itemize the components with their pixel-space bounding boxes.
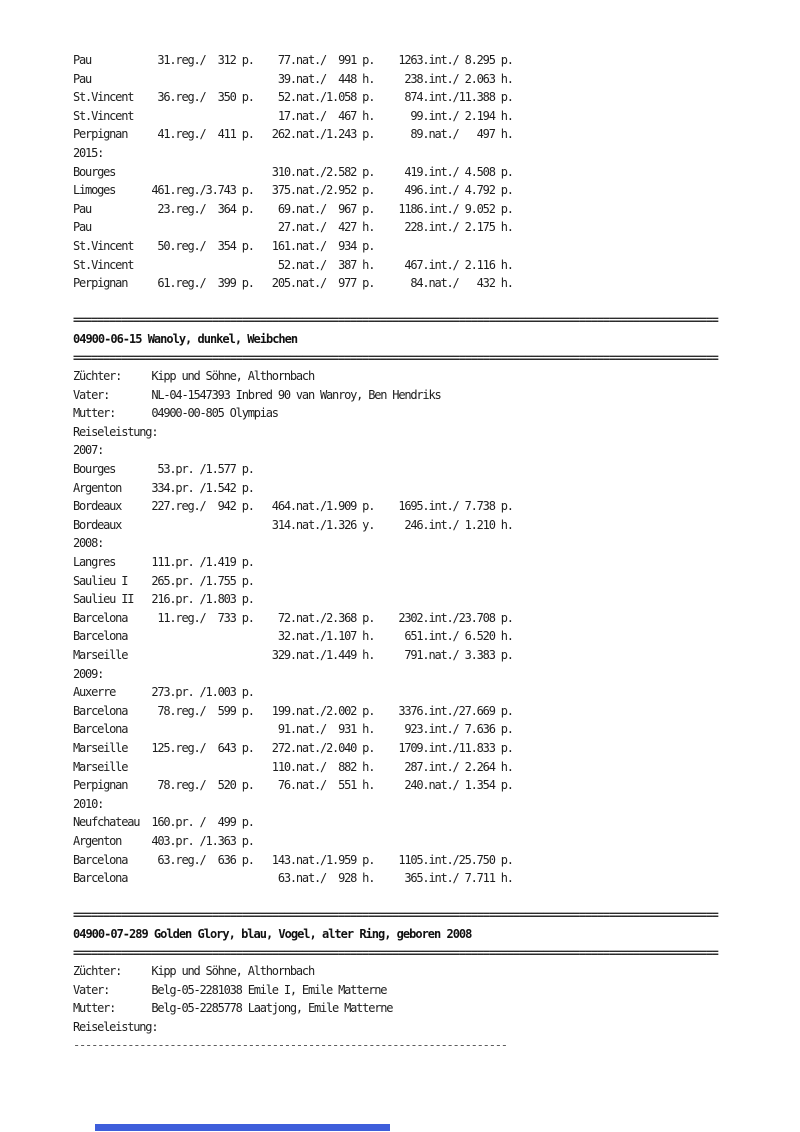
- year-label: 2010:: [73, 796, 104, 811]
- result-row: St.Vincent 52.nat./ 387 h. 467.int./ 2.1…: [73, 257, 514, 272]
- year-label: 2008:: [73, 536, 104, 551]
- result-row: Bourges 310.nat./2.582 p. 419.int./ 4.50…: [73, 164, 514, 179]
- result-row: Argenton 334.pr. /1.542 p.: [73, 480, 255, 495]
- result-row: Marseille 110.nat./ 882 h. 287.int./ 2.2…: [73, 759, 514, 774]
- result-row: Bordeaux 227.reg./ 942 p. 464.nat./1.909…: [73, 499, 514, 514]
- field-line: Züchter: Kipp und Söhne, Althornbach: [73, 369, 315, 384]
- result-row: Barcelona 63.reg./ 636 p. 143.nat./1.959…: [73, 852, 514, 867]
- result-row: Perpignan 61.reg./ 399 p. 205.nat./ 977 …: [73, 276, 514, 291]
- separator-double: ========================================…: [73, 313, 719, 328]
- bottom-blue-bar: [95, 1124, 390, 1131]
- result-row: Perpignan 41.reg./ 411 p. 262.nat./1.243…: [73, 127, 514, 142]
- field-line: Mutter: 04900-00-805 Olympias: [73, 406, 279, 421]
- field-line: Vater: NL-04-1547393 Inbred 90 van Wanro…: [73, 387, 442, 402]
- result-row: Bordeaux 314.nat./1.326 y. 246.int./ 1.2…: [73, 517, 514, 532]
- result-row: Marseille 329.nat./1.449 h. 791.nat./ 3.…: [73, 648, 514, 662]
- text-line: Reiseleistung:: [73, 1019, 159, 1034]
- result-row: Limoges 461.reg./3.743 p. 375.nat./2.952…: [73, 183, 514, 198]
- result-row: Barcelona 11.reg./ 733 p. 72.nat./2.368 …: [73, 610, 514, 625]
- result-row: Pau 23.reg./ 364 p. 69.nat./ 967 p. 1186…: [73, 201, 514, 216]
- text-line: Reiseleistung:: [73, 424, 159, 439]
- result-row: Pau 27.nat./ 427 h. 228.int./ 2.175 h.: [73, 220, 514, 235]
- result-row: Barcelona 78.reg./ 599 p. 199.nat./2.002…: [73, 703, 514, 718]
- result-row: Marseille 125.reg./ 643 p. 272.nat./2.04…: [73, 740, 514, 755]
- result-row: Saulieu I 265.pr. /1.755 p.: [73, 573, 255, 588]
- result-row: Barcelona 32.nat./1.107 h. 651.int./ 6.5…: [73, 629, 514, 644]
- separator-double: ========================================…: [73, 908, 719, 923]
- result-row: St.Vincent 17.nat./ 467 h. 99.int./ 2.19…: [73, 108, 514, 123]
- result-row: St.Vincent 36.reg./ 350 p. 52.nat./1.058…: [73, 90, 514, 105]
- result-row: Perpignan 78.reg./ 520 p. 76.nat./ 551 h…: [73, 778, 514, 793]
- blank-line: [73, 293, 793, 312]
- field-line: Züchter: Kipp und Söhne, Althornbach: [73, 964, 315, 979]
- section-heading: 04900-06-15 Wanoly, dunkel, Weibchen: [73, 331, 298, 346]
- field-line: Vater: Belg-05-2281038 Emile I, Emile Ma…: [73, 982, 387, 997]
- result-row: Bourges 53.pr. /1.577 p.: [73, 462, 255, 477]
- separator-double: ========================================…: [73, 945, 719, 960]
- result-row: Pau 31.reg./ 312 p. 77.nat./ 991 p. 1263…: [73, 53, 514, 67]
- result-row: St.Vincent 50.reg./ 354 p. 161.nat./ 934…: [73, 238, 375, 253]
- section-heading: 04900-07-289 Golden Glory, blau, Vogel, …: [73, 926, 472, 941]
- result-row: Saulieu II 216.pr. /1.803 p.: [73, 592, 255, 607]
- year-label: 2007:: [73, 443, 104, 458]
- separator-single: ----------------------------------------…: [73, 1038, 508, 1053]
- result-row: Barcelona 63.nat./ 928 h. 365.int./ 7.71…: [73, 871, 514, 886]
- result-row: Argenton 403.pr. /1.363 p.: [73, 833, 255, 848]
- result-row: Neufchateau 160.pr. / 499 p.: [73, 815, 255, 830]
- result-row: Langres 111.pr. /1.419 p.: [73, 555, 255, 570]
- document-lines: Pau 31.reg./ 312 p. 77.nat./ 991 p. 1263…: [73, 51, 793, 1055]
- year-label: 2015:: [73, 145, 104, 160]
- result-row: Auxerre 273.pr. /1.003 p.: [73, 685, 255, 700]
- separator-double: ========================================…: [73, 350, 719, 365]
- field-line: Mutter: Belg-05-2285778 Laatjong, Emile …: [73, 1001, 394, 1016]
- blank-line: [73, 888, 793, 907]
- result-row: Pau 39.nat./ 448 h. 238.int./ 2.063 h.: [73, 71, 514, 86]
- result-row: Barcelona 91.nat./ 931 h. 923.int./ 7.63…: [73, 722, 514, 737]
- year-label: 2009:: [73, 666, 104, 681]
